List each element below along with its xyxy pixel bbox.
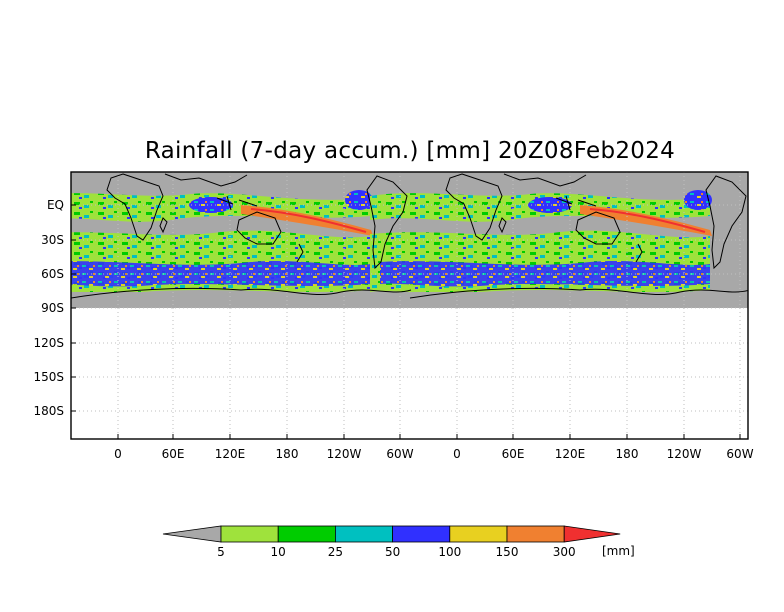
lon-label: 0: [453, 447, 461, 461]
australia-outline: [575, 211, 621, 245]
lat-label: 150S: [33, 370, 64, 384]
colorbar-label: 10: [271, 545, 286, 559]
colorbar-label: 150: [496, 545, 519, 559]
australia-outline: [236, 211, 282, 245]
latitude-axis: EQ 30S 60S 90S 120S 150S 180S: [33, 198, 76, 418]
colorbar-swatch: [449, 525, 508, 543]
south-america-outline: [705, 175, 747, 270]
colorbar-swatch: [392, 525, 451, 543]
colorbar-label: 5: [217, 545, 225, 559]
lat-label: 120S: [33, 336, 64, 350]
madagascar-outline: [498, 217, 507, 234]
rain-cluster: [528, 197, 572, 213]
map-title: Rainfall (7-day accum.) [mm] 20Z08Feb202…: [144, 138, 676, 164]
antarctica-outline: [409, 287, 748, 299]
lon-label: 0: [114, 447, 122, 461]
rain-area-heavy: [71, 261, 371, 287]
antarctica-outline: [71, 287, 412, 299]
rain-streak: [250, 208, 367, 233]
rain-streak: [589, 208, 706, 233]
indonesia-outline: [216, 195, 258, 211]
lon-label: 120W: [667, 447, 702, 461]
indonesia-outline: [555, 195, 597, 211]
lon-label: 180: [616, 447, 639, 461]
lon-label: 60E: [502, 447, 525, 461]
africa-outline: [106, 173, 164, 241]
rain-area-very-heavy: [241, 205, 373, 236]
coastlines: [71, 173, 748, 299]
rain-area-very-heavy: [580, 205, 712, 236]
longitude-axis: 0 60E 120E 180 120W 60W 0 60E 120E 180 120W 60W: [114, 434, 754, 461]
lon-label: 120E: [555, 447, 586, 461]
colorbar-swatch: [334, 525, 393, 543]
lon-label: 180: [276, 447, 299, 461]
colorbar-label: 100: [438, 545, 461, 559]
new-zealand-outline: [296, 243, 304, 263]
colorbar-unit: [mm]: [602, 544, 635, 558]
colorbar-swatch: [277, 525, 336, 543]
colorbar-low-arrow: [162, 525, 222, 543]
lon-label: 120E: [215, 447, 246, 461]
lon-label: 60W: [726, 447, 753, 461]
asia-outline: [164, 173, 248, 187]
lon-label: 60E: [162, 447, 185, 461]
colorbar-label: 300: [553, 545, 576, 559]
map-frame: [70, 171, 749, 440]
madagascar-outline: [159, 217, 168, 234]
lon-label: 120W: [327, 447, 362, 461]
lat-label: 180S: [33, 404, 64, 418]
new-zealand-outline: [635, 243, 643, 263]
asia-outline: [503, 173, 587, 187]
lon-label: 60W: [386, 447, 413, 461]
colorbar-high-arrow: [563, 525, 621, 543]
colorbar-label: 25: [328, 545, 343, 559]
rainfall-field: [71, 190, 748, 308]
lat-label: 90S: [41, 301, 64, 315]
south-america-outline: [366, 175, 408, 270]
africa-outline: [445, 173, 503, 241]
antarctica-area: [71, 292, 748, 308]
lat-label: 60S: [41, 267, 64, 281]
colorbar-label: 50: [385, 545, 400, 559]
colorbar-swatch: [506, 525, 565, 543]
lat-label: EQ: [47, 198, 64, 212]
lat-label: 30S: [41, 233, 64, 247]
colorbar-swatch: [220, 525, 279, 543]
